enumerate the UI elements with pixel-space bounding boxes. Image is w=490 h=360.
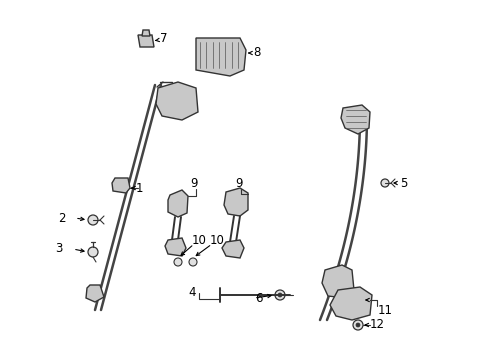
Circle shape xyxy=(275,290,285,300)
Circle shape xyxy=(88,247,98,257)
Polygon shape xyxy=(165,238,186,256)
Text: 11: 11 xyxy=(378,303,393,316)
Text: 2: 2 xyxy=(58,212,66,225)
Text: 10: 10 xyxy=(210,234,225,247)
Text: 1: 1 xyxy=(136,181,144,194)
Circle shape xyxy=(278,293,282,297)
Polygon shape xyxy=(222,240,244,258)
Polygon shape xyxy=(330,287,372,320)
Text: 8: 8 xyxy=(253,45,260,59)
Polygon shape xyxy=(112,178,130,193)
Text: 9: 9 xyxy=(190,176,197,189)
Text: 3: 3 xyxy=(55,242,62,255)
Text: 10: 10 xyxy=(192,234,207,247)
Circle shape xyxy=(174,258,182,266)
Polygon shape xyxy=(168,190,188,217)
Text: 5: 5 xyxy=(400,176,407,189)
Polygon shape xyxy=(142,30,150,36)
Text: 4: 4 xyxy=(188,287,196,300)
Polygon shape xyxy=(341,105,370,134)
Polygon shape xyxy=(86,285,104,302)
Text: 9: 9 xyxy=(235,176,243,189)
Circle shape xyxy=(381,179,389,187)
Circle shape xyxy=(353,320,363,330)
Polygon shape xyxy=(156,82,198,120)
Polygon shape xyxy=(322,265,354,298)
Circle shape xyxy=(88,215,98,225)
Text: 12: 12 xyxy=(370,319,385,332)
Text: 6: 6 xyxy=(255,292,263,306)
Circle shape xyxy=(189,258,197,266)
Polygon shape xyxy=(224,188,248,216)
Polygon shape xyxy=(196,38,246,76)
Circle shape xyxy=(356,323,360,327)
Text: 7: 7 xyxy=(160,32,168,45)
Circle shape xyxy=(171,97,185,111)
Polygon shape xyxy=(138,35,154,47)
